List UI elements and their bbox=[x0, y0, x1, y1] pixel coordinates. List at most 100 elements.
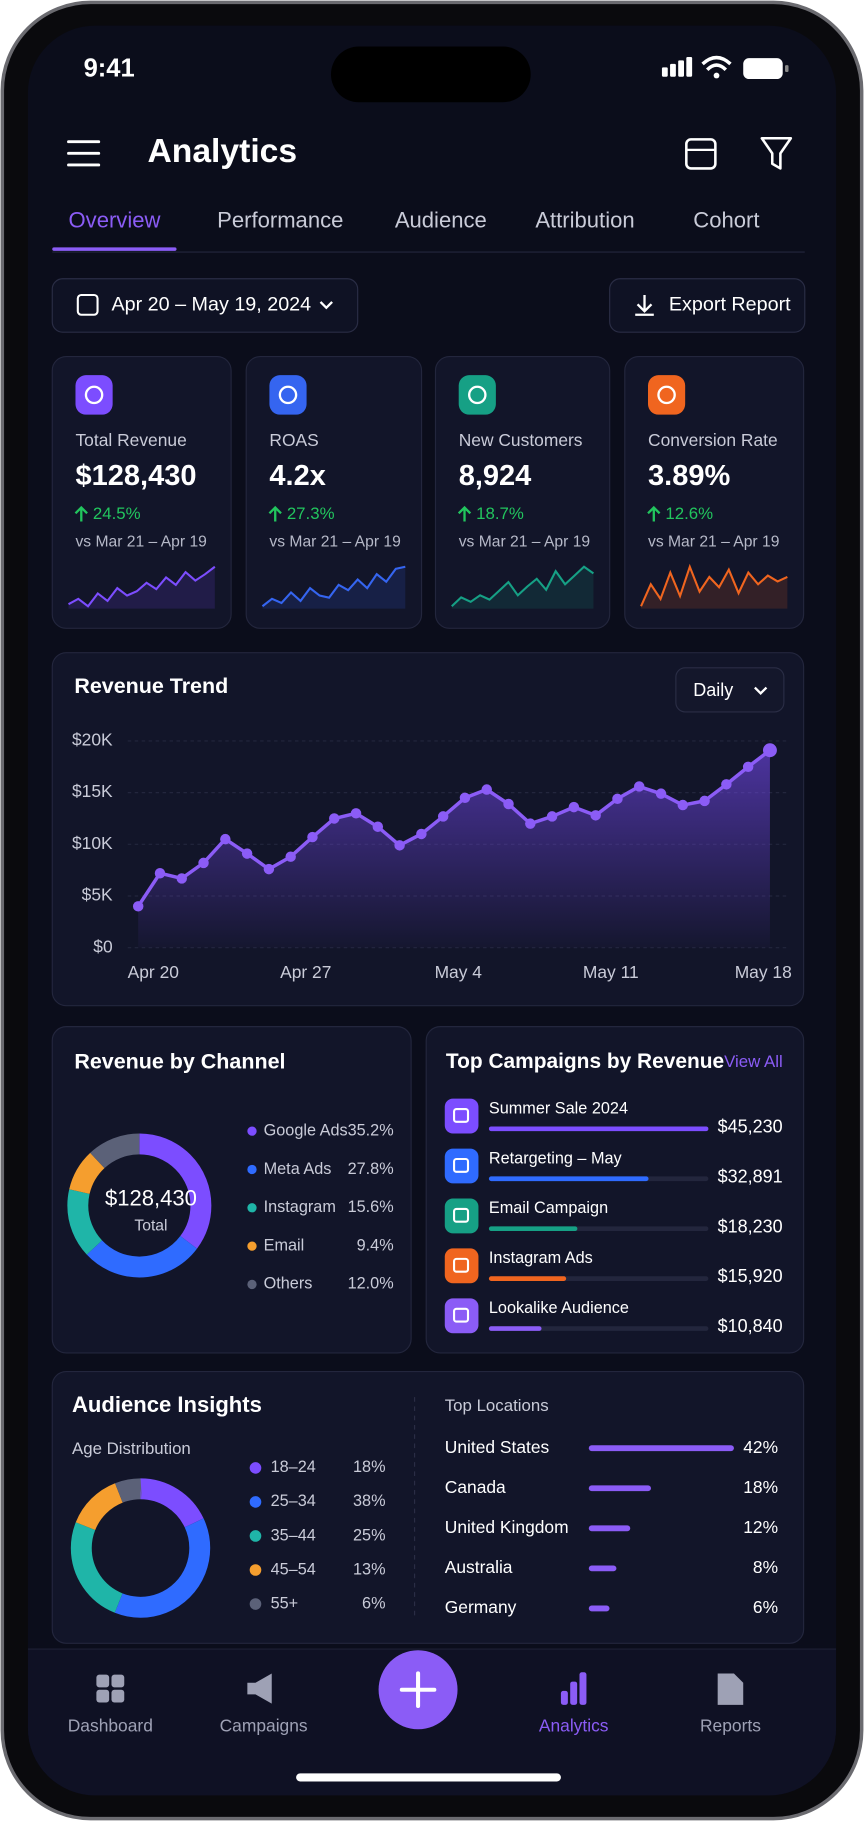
legend-label: Google Ads bbox=[264, 1121, 348, 1139]
card-title: Top Campaigns by Revenue bbox=[446, 1050, 724, 1073]
point bbox=[762, 743, 777, 758]
export-button[interactable] bbox=[609, 278, 806, 333]
signal-bar bbox=[670, 63, 676, 77]
tab[interactable]: Audience bbox=[395, 208, 487, 233]
nav-label[interactable]: Reports bbox=[700, 1715, 761, 1735]
legend-label: 45–54 bbox=[271, 1560, 316, 1578]
calendar-button[interactable] bbox=[685, 138, 717, 170]
view-all-link[interactable]: View All bbox=[724, 1052, 783, 1071]
legend-dot bbox=[247, 1241, 257, 1251]
card bbox=[434, 355, 611, 629]
dynamic-island bbox=[330, 46, 531, 103]
tab[interactable]: Performance bbox=[217, 208, 343, 233]
campaign-icon bbox=[444, 1198, 479, 1234]
legend-value: 25% bbox=[353, 1526, 386, 1544]
nav-label[interactable]: Campaigns bbox=[220, 1715, 308, 1735]
location-value: 18% bbox=[743, 1477, 778, 1497]
up-arrow bbox=[457, 505, 472, 522]
section-label: Age Distribution bbox=[72, 1439, 191, 1458]
legend-value: 38% bbox=[353, 1492, 386, 1510]
campaign-icon bbox=[444, 1148, 479, 1184]
kpi-icon-glyph bbox=[657, 385, 676, 405]
legend-dot bbox=[249, 1530, 262, 1542]
point bbox=[655, 788, 667, 799]
point bbox=[590, 810, 601, 821]
point bbox=[350, 808, 362, 819]
bar bbox=[488, 1176, 649, 1182]
kpi-label: ROAS bbox=[269, 430, 318, 450]
legend-dot bbox=[249, 1462, 262, 1474]
point bbox=[612, 793, 623, 805]
campaign-icon-glyph bbox=[453, 1157, 470, 1173]
point bbox=[263, 863, 275, 875]
date-range-button[interactable] bbox=[51, 278, 359, 333]
kpi-icon bbox=[75, 375, 113, 415]
location-name: Canada bbox=[445, 1477, 506, 1497]
point bbox=[220, 833, 231, 845]
nav-label[interactable]: Analytics bbox=[539, 1715, 609, 1735]
kpi-label: Conversion Rate bbox=[648, 430, 778, 450]
nav-icon bbox=[96, 1689, 110, 1703]
legend-dot bbox=[247, 1126, 257, 1136]
location-value: 8% bbox=[753, 1557, 778, 1577]
legend-value: 12.0% bbox=[348, 1275, 394, 1293]
bar bbox=[588, 1485, 651, 1492]
nav-icon bbox=[579, 1672, 587, 1705]
battery bbox=[743, 58, 783, 80]
sparkline bbox=[640, 563, 788, 607]
signal-bar bbox=[686, 56, 693, 77]
tab[interactable]: Overview bbox=[69, 208, 161, 233]
location-name: United States bbox=[445, 1437, 550, 1457]
x-tick-label: May 4 bbox=[435, 962, 483, 982]
download-icon bbox=[635, 295, 654, 316]
location-value: 6% bbox=[753, 1597, 778, 1617]
campaign-name: Instagram Ads bbox=[489, 1249, 593, 1267]
tab[interactable]: Cohort bbox=[693, 208, 759, 233]
nav-icon bbox=[560, 1690, 568, 1705]
location-name: Australia bbox=[445, 1557, 513, 1577]
kpi-label: New Customers bbox=[459, 430, 583, 450]
legend-label: Email bbox=[264, 1236, 305, 1254]
campaign-name: Summer Sale 2024 bbox=[489, 1099, 628, 1117]
campaign-value: $15,920 bbox=[718, 1266, 783, 1286]
active-tab-indicator bbox=[52, 247, 177, 251]
signal-bar bbox=[661, 67, 668, 77]
x-tick-label: May 18 bbox=[735, 962, 792, 982]
bar bbox=[588, 1525, 631, 1532]
kpi-icon bbox=[458, 375, 496, 415]
campaign-icon bbox=[444, 1248, 479, 1284]
x-tick-label: May 11 bbox=[583, 962, 639, 982]
donut-center-value: $128,430 bbox=[105, 1185, 197, 1210]
period-dropdown[interactable] bbox=[675, 667, 785, 713]
tab[interactable]: Attribution bbox=[535, 208, 634, 233]
legend-value: 15.6% bbox=[348, 1198, 394, 1216]
bar-track bbox=[488, 1326, 709, 1331]
nav-icon bbox=[111, 1689, 125, 1703]
kpi-value: 4.2x bbox=[269, 460, 325, 492]
plus-icon bbox=[399, 1671, 437, 1709]
export-label: Export Report bbox=[669, 294, 791, 316]
legend-label: 25–34 bbox=[271, 1492, 316, 1510]
point bbox=[372, 821, 384, 832]
kpi-value: 8,924 bbox=[459, 460, 532, 492]
x-tick-label: Apr 27 bbox=[280, 962, 331, 982]
nav-label[interactable]: Dashboard bbox=[68, 1715, 153, 1735]
campaign-value: $32,891 bbox=[718, 1166, 783, 1186]
point bbox=[176, 873, 187, 884]
campaign-icon-glyph bbox=[453, 1207, 470, 1223]
card bbox=[624, 355, 805, 629]
status-time: 9:41 bbox=[84, 54, 135, 82]
legend-value: 27.8% bbox=[348, 1160, 394, 1178]
legend-value: 6% bbox=[362, 1594, 386, 1612]
point bbox=[568, 801, 580, 813]
campaign-value: $18,230 bbox=[718, 1216, 783, 1236]
bar bbox=[488, 1276, 567, 1281]
legend-dot bbox=[247, 1164, 257, 1175]
location-name: Germany bbox=[445, 1597, 517, 1617]
kpi-value: $128,430 bbox=[75, 460, 196, 492]
location-name: United Kingdom bbox=[445, 1517, 569, 1537]
filter-button[interactable] bbox=[760, 136, 793, 170]
point bbox=[307, 831, 318, 843]
nav-icon bbox=[717, 1673, 744, 1705]
point bbox=[546, 811, 558, 822]
